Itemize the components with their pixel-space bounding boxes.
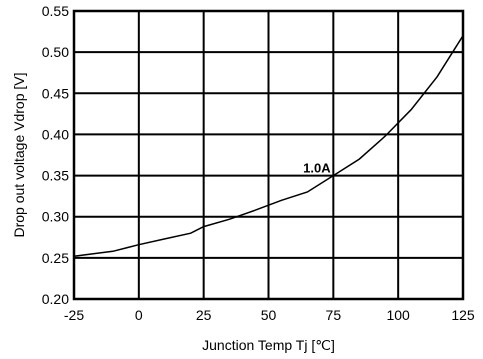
y-tick-label: 0.55 (42, 3, 69, 19)
y-tick-label: 0.45 (42, 85, 69, 101)
x-tick-label: 125 (451, 307, 475, 323)
x-tick-labels: -25 0 25 50 75 100 125 (64, 307, 475, 323)
y-tick-label: 0.30 (42, 209, 69, 225)
x-tick-label: 0 (135, 307, 143, 323)
y-tick-label: 0.35 (42, 168, 69, 184)
x-tick-label: -25 (64, 307, 84, 323)
y-axis-label: Drop out voltage Vdrop [V] (11, 73, 27, 238)
series-annotation-label: 1.0A (303, 160, 331, 175)
grid-lines (74, 11, 463, 299)
x-tick-label: 100 (386, 307, 410, 323)
series-layer (73, 35, 464, 257)
x-tick-label: 75 (326, 307, 342, 323)
y-tick-label: 0.25 (42, 250, 69, 266)
y-tick-label: 0.20 (42, 291, 69, 307)
series-line (73, 35, 464, 257)
plot-frame (72, 9, 465, 301)
y-tick-label: 0.50 (42, 44, 69, 60)
x-tick-label: 25 (196, 307, 212, 323)
x-tick-label: 50 (261, 307, 277, 323)
y-tick-label: 0.40 (42, 126, 69, 142)
x-axis-label: Junction Temp Tj [℃] (202, 337, 335, 353)
y-tick-labels: 0.20 0.25 0.30 0.35 0.40 0.45 0.50 0.55 (42, 3, 69, 307)
